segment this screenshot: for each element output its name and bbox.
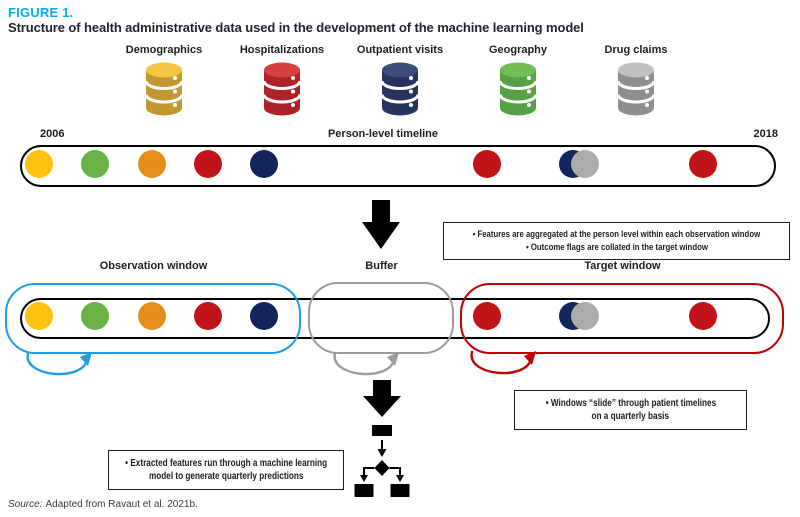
ml-model-flow-icon [351,380,413,498]
figure-title: Structure of health administrative data … [8,20,584,35]
event-dot [473,302,501,330]
database-group: Demographics [105,44,223,116]
target-window-outline [460,283,784,354]
database-label: Geography [488,44,548,56]
target-slide-arrow-icon [464,350,544,380]
buffer-label: Buffer [365,260,398,272]
source-prefix: Source: [8,499,43,510]
note-line: • Features are aggregated at the person … [472,229,761,240]
database-group: Drug claims [577,44,695,116]
database-group: Outpatient visits [341,44,459,116]
figure-label: FIGURE 1. [8,5,74,20]
database-icon [263,62,301,116]
event-dot [473,150,501,178]
note-line: • Windows “slide” through patient timeli… [545,397,716,409]
buffer-window-outline [308,282,454,354]
note-line: model to generate quarterly predictions [148,471,304,482]
database-group: Hospitalizations [223,44,341,116]
event-dot [250,302,278,330]
database-icon [145,62,183,116]
note-line: • Outcome flags are collated in the targ… [525,242,708,253]
event-dot [194,302,222,330]
windowed-timeline-pill [20,298,770,339]
database-label: Drug claims [604,44,668,56]
event-dot [250,150,278,178]
event-dot [571,302,599,330]
event-dot [81,150,109,178]
event-dot [25,150,53,178]
timeline-end-year: 2018 [753,128,778,140]
database-group: Geography [459,44,577,116]
database-label: Outpatient visits [356,44,444,56]
observation-window-label: Observation window [99,260,208,272]
down-arrow-icon [362,200,400,249]
event-dot [81,302,109,330]
observation-slide-arrow-icon [20,351,100,381]
slide-note-box: • Windows “slide” through patient timeli… [514,390,747,430]
timeline-label: Person-level timeline [327,128,439,140]
database-icon [499,62,537,116]
database-label: Hospitalizations [239,44,325,56]
source-text: Adapted from Ravaut et al. 2021b. [45,499,198,510]
target-window-label: Target window [584,260,661,272]
event-dot [689,150,717,178]
database-row: Demographics Hospitalizations Outpatient… [105,44,695,116]
ml-note-box: • Extracted features run through a machi… [108,450,344,490]
database-label: Demographics [125,44,203,56]
event-dot [138,302,166,330]
event-dot [571,150,599,178]
timeline-pill [20,145,776,187]
event-dot [194,150,222,178]
aggregation-note-box: • Features are aggregated at the person … [443,222,790,260]
timeline-start-year: 2006 [40,128,65,140]
event-dot [138,150,166,178]
database-icon [617,62,655,116]
note-line: on a quarterly basis [591,411,670,422]
event-dot [25,302,53,330]
event-dot [689,302,717,330]
buffer-slide-arrow-icon [327,351,407,381]
source-line: Source: Adapted from Ravaut et al. 2021b. [8,499,198,510]
note-line: • Extracted features run through a machi… [124,457,328,469]
observation-window-outline [5,283,301,354]
database-icon [381,62,419,116]
